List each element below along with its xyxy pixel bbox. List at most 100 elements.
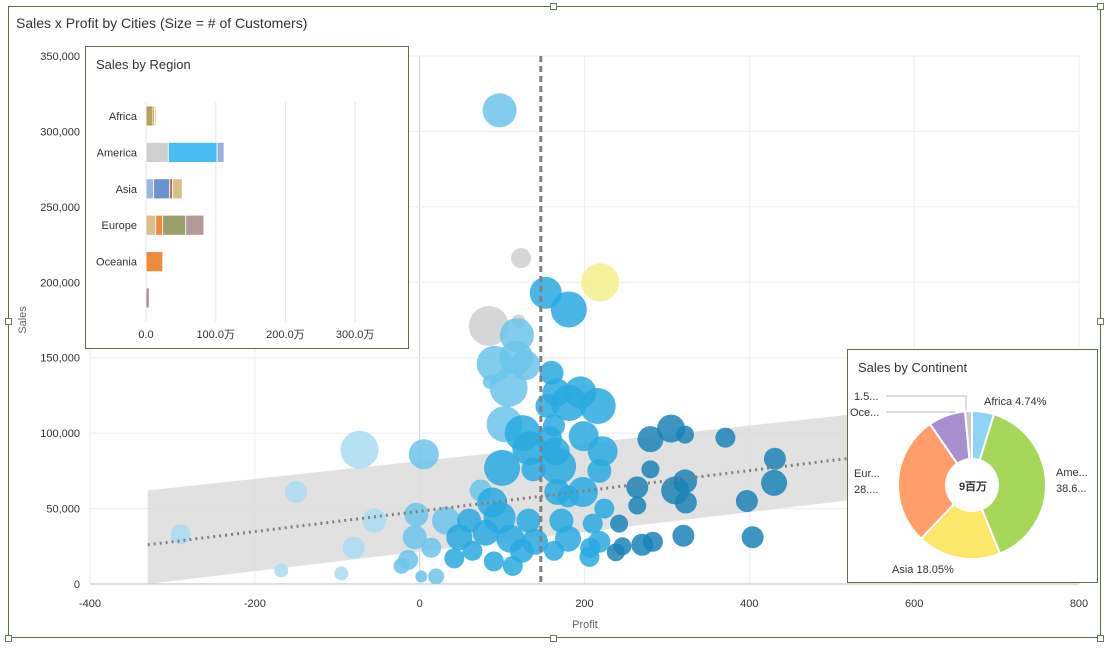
- donut-slice[interactable]: [978, 413, 1047, 555]
- region-bar-segment[interactable]: [145, 287, 150, 309]
- bubble[interactable]: [550, 291, 587, 328]
- bubble[interactable]: [393, 557, 410, 574]
- bubble[interactable]: [581, 263, 620, 302]
- y-tick-label: 100,000: [40, 428, 80, 440]
- bubble[interactable]: [521, 457, 546, 482]
- donut-slice[interactable]: [897, 422, 959, 541]
- bubble[interactable]: [715, 427, 736, 448]
- bubble[interactable]: [274, 563, 289, 578]
- bubble[interactable]: [489, 368, 528, 407]
- bubble[interactable]: [628, 496, 647, 515]
- region-bar-segment[interactable]: [185, 214, 205, 236]
- y-tick-label: 200,000: [40, 277, 80, 289]
- bubble[interactable]: [582, 513, 603, 534]
- y-axis-title: Sales: [17, 306, 29, 334]
- donut-slice[interactable]: [963, 409, 973, 461]
- bubble[interactable]: [587, 436, 618, 467]
- region-bar-segment[interactable]: [162, 214, 187, 236]
- bubble[interactable]: [606, 543, 625, 562]
- bubble[interactable]: [676, 425, 695, 444]
- bubble[interactable]: [641, 460, 660, 479]
- bubble[interactable]: [468, 306, 509, 347]
- region-bar-segment[interactable]: [145, 251, 164, 273]
- region-bar-segment[interactable]: [145, 214, 157, 236]
- bubble[interactable]: [516, 508, 541, 533]
- bubble[interactable]: [587, 458, 612, 483]
- bubble[interactable]: [285, 480, 308, 503]
- resize-handle-bottom-left[interactable]: [5, 635, 12, 642]
- bubble[interactable]: [484, 449, 521, 486]
- bubble[interactable]: [761, 469, 788, 496]
- confidence-band: [147, 405, 931, 584]
- y-tick-label: 250,000: [40, 202, 80, 214]
- region-bar-segment[interactable]: [153, 178, 171, 200]
- bubble[interactable]: [421, 537, 442, 558]
- bubble[interactable]: [170, 524, 191, 545]
- label-leaders: [886, 395, 967, 413]
- bubble[interactable]: [502, 555, 523, 576]
- bubble[interactable]: [462, 540, 483, 561]
- bubble[interactable]: [540, 448, 577, 485]
- sales-by-continent-panel[interactable]: Sales by Continent 9百万 Africa 4.74% Ame.…: [847, 349, 1098, 583]
- confidence-band-area: [147, 405, 931, 584]
- bubble[interactable]: [342, 536, 365, 559]
- bubble[interactable]: [642, 531, 663, 552]
- bubble[interactable]: [511, 248, 532, 269]
- bubble[interactable]: [512, 431, 547, 466]
- region-bar-segment[interactable]: [169, 178, 173, 200]
- y-tick-label: 50,000: [46, 504, 80, 516]
- bubble[interactable]: [482, 374, 497, 389]
- bubble[interactable]: [550, 384, 587, 421]
- region-x-tick-label: 0.0: [138, 329, 153, 341]
- region-bar-segment[interactable]: [153, 105, 157, 127]
- bubble[interactable]: [674, 491, 697, 514]
- x-tick-label: 200: [575, 598, 593, 610]
- bubble[interactable]: [763, 447, 786, 470]
- bubble[interactable]: [544, 540, 565, 561]
- label-asia: Asia 18.05%: [892, 564, 954, 576]
- bubble[interactable]: [362, 508, 387, 533]
- bubble[interactable]: [444, 548, 465, 569]
- region-bar-segment[interactable]: [216, 142, 225, 163]
- bubble[interactable]: [579, 387, 616, 424]
- bubble[interactable]: [408, 439, 439, 470]
- bubble[interactable]: [340, 430, 379, 469]
- region-bar-segment[interactable]: [145, 178, 155, 200]
- bubble[interactable]: [579, 546, 600, 567]
- leader-line: [886, 395, 967, 410]
- bubble[interactable]: [626, 476, 649, 499]
- bubble[interactable]: [334, 566, 349, 581]
- x-tick-label: 400: [740, 598, 758, 610]
- resize-handle-top-right[interactable]: [1097, 3, 1104, 10]
- bubble[interactable]: [472, 519, 499, 546]
- bubble[interactable]: [535, 393, 560, 418]
- region-bar-segment[interactable]: [172, 178, 183, 200]
- bubbles: [170, 93, 918, 585]
- region-bar-segment[interactable]: [155, 214, 164, 236]
- bubble[interactable]: [402, 525, 427, 550]
- resize-handle-top[interactable]: [550, 3, 557, 10]
- bubble[interactable]: [428, 568, 445, 585]
- bubble[interactable]: [482, 93, 517, 128]
- x-tick-label: 0: [417, 598, 423, 610]
- resize-handle-left[interactable]: [5, 318, 12, 325]
- sales-by-region-panel[interactable]: Sales by Region 0.0 100.0万 200.0万 300.0万 Afr…: [85, 46, 409, 349]
- bubble[interactable]: [672, 524, 695, 547]
- resize-handle-bottom[interactable]: [550, 635, 557, 642]
- resize-handle-bottom-right[interactable]: [1097, 635, 1104, 642]
- y-tick-label: 150,000: [40, 353, 80, 365]
- resize-handle-right[interactable]: [1097, 318, 1104, 325]
- bubble[interactable]: [637, 426, 664, 453]
- bubble[interactable]: [741, 526, 764, 549]
- bubble[interactable]: [404, 502, 429, 527]
- bubble[interactable]: [557, 485, 580, 508]
- bubble[interactable]: [735, 490, 758, 513]
- bubble[interactable]: [610, 514, 629, 533]
- region-bar-segment[interactable]: [145, 142, 169, 163]
- region-bar-segment[interactable]: [145, 105, 154, 127]
- region-bar-segment[interactable]: [167, 142, 218, 163]
- bubble[interactable]: [483, 551, 504, 572]
- bubble[interactable]: [415, 570, 428, 583]
- x-axis-title: Profit: [572, 619, 598, 631]
- bubble[interactable]: [594, 498, 615, 519]
